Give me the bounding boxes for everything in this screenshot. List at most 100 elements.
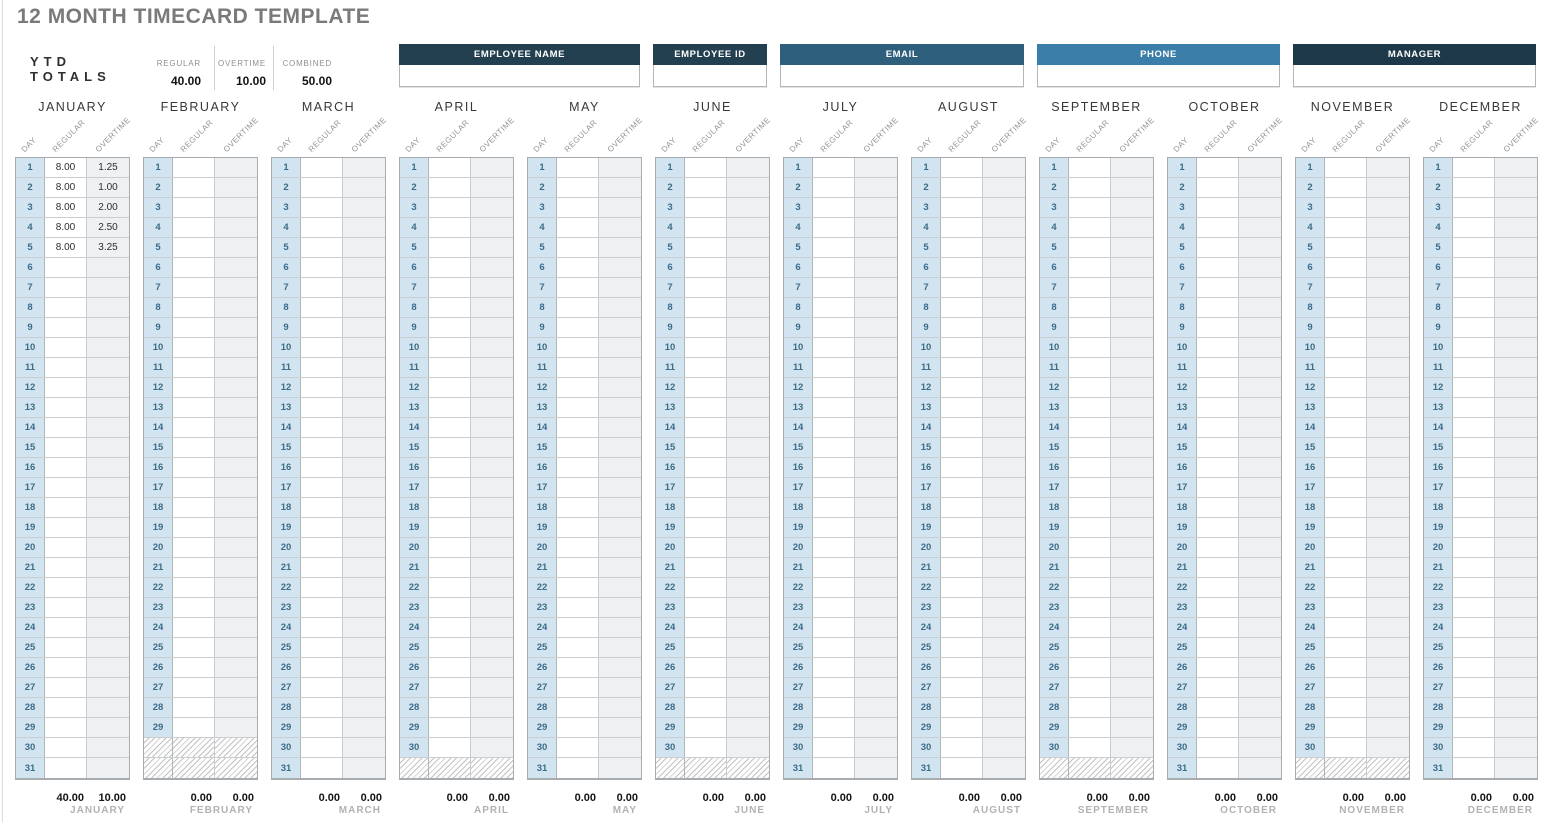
regular-hours-cell[interactable]: 8.00	[45, 158, 87, 177]
overtime-hours-cell[interactable]: 3.25	[87, 238, 129, 257]
overtime-hours-cell[interactable]	[87, 678, 129, 697]
regular-hours-cell[interactable]	[1453, 578, 1495, 597]
regular-hours-cell[interactable]	[301, 378, 343, 397]
regular-hours-cell[interactable]	[941, 158, 983, 177]
overtime-hours-cell[interactable]	[343, 338, 385, 357]
overtime-hours-cell[interactable]	[1239, 158, 1281, 177]
overtime-hours-cell[interactable]	[343, 678, 385, 697]
overtime-hours-cell[interactable]	[1239, 598, 1281, 617]
overtime-hours-cell[interactable]	[599, 278, 641, 297]
regular-hours-cell[interactable]	[1069, 158, 1111, 177]
regular-hours-cell[interactable]	[813, 458, 855, 477]
overtime-hours-cell[interactable]	[1367, 458, 1409, 477]
regular-hours-cell[interactable]	[685, 698, 727, 717]
regular-hours-cell[interactable]	[1069, 718, 1111, 737]
overtime-hours-cell[interactable]	[599, 358, 641, 377]
regular-hours-cell[interactable]	[557, 258, 599, 277]
overtime-hours-cell[interactable]	[599, 738, 641, 757]
regular-hours-cell[interactable]	[1197, 258, 1239, 277]
overtime-hours-cell[interactable]	[599, 398, 641, 417]
regular-hours-cell[interactable]	[173, 338, 215, 357]
overtime-hours-cell[interactable]	[87, 418, 129, 437]
regular-hours-cell[interactable]	[173, 658, 215, 677]
regular-hours-cell[interactable]	[685, 598, 727, 617]
overtime-hours-cell[interactable]	[471, 558, 513, 577]
overtime-hours-cell[interactable]: 2.00	[87, 198, 129, 217]
regular-hours-cell[interactable]	[557, 418, 599, 437]
overtime-hours-cell[interactable]	[983, 218, 1025, 237]
overtime-hours-cell[interactable]	[1495, 598, 1537, 617]
overtime-hours-cell[interactable]	[1239, 638, 1281, 657]
regular-hours-cell[interactable]	[45, 718, 87, 737]
regular-hours-cell[interactable]	[45, 278, 87, 297]
overtime-hours-cell[interactable]	[1239, 238, 1281, 257]
overtime-hours-cell[interactable]	[471, 598, 513, 617]
overtime-hours-cell[interactable]	[983, 438, 1025, 457]
overtime-hours-cell[interactable]	[1495, 698, 1537, 717]
overtime-hours-cell[interactable]	[983, 758, 1025, 778]
overtime-hours-cell[interactable]	[1239, 698, 1281, 717]
regular-hours-cell[interactable]	[301, 598, 343, 617]
overtime-hours-cell[interactable]	[471, 198, 513, 217]
regular-hours-cell[interactable]	[941, 198, 983, 217]
overtime-hours-cell[interactable]	[1495, 658, 1537, 677]
regular-hours-cell[interactable]	[301, 718, 343, 737]
overtime-hours-cell[interactable]	[87, 518, 129, 537]
regular-hours-cell[interactable]	[557, 638, 599, 657]
overtime-hours-cell[interactable]	[471, 378, 513, 397]
email-input[interactable]	[780, 65, 1024, 87]
overtime-hours-cell[interactable]	[1239, 358, 1281, 377]
regular-hours-cell[interactable]	[1325, 598, 1367, 617]
overtime-hours-cell[interactable]	[599, 638, 641, 657]
regular-hours-cell[interactable]	[1069, 658, 1111, 677]
regular-hours-cell[interactable]	[1069, 178, 1111, 197]
overtime-hours-cell[interactable]	[1111, 658, 1153, 677]
regular-hours-cell[interactable]	[429, 338, 471, 357]
overtime-hours-cell[interactable]	[343, 558, 385, 577]
manager-input[interactable]	[1293, 65, 1536, 87]
overtime-hours-cell[interactable]	[1239, 718, 1281, 737]
regular-hours-cell[interactable]	[941, 558, 983, 577]
regular-hours-cell[interactable]	[301, 478, 343, 497]
overtime-hours-cell[interactable]	[855, 238, 897, 257]
regular-hours-cell[interactable]	[1197, 658, 1239, 677]
regular-hours-cell[interactable]	[941, 598, 983, 617]
overtime-hours-cell[interactable]	[1111, 618, 1153, 637]
regular-hours-cell[interactable]	[941, 298, 983, 317]
regular-hours-cell[interactable]	[685, 658, 727, 677]
regular-hours-cell[interactable]	[1197, 718, 1239, 737]
overtime-hours-cell[interactable]	[727, 178, 769, 197]
regular-hours-cell[interactable]	[685, 178, 727, 197]
overtime-hours-cell[interactable]	[1367, 598, 1409, 617]
overtime-hours-cell[interactable]	[983, 738, 1025, 757]
regular-hours-cell[interactable]	[1453, 558, 1495, 577]
overtime-hours-cell[interactable]	[1367, 718, 1409, 737]
regular-hours-cell[interactable]	[429, 358, 471, 377]
overtime-hours-cell[interactable]	[87, 498, 129, 517]
regular-hours-cell[interactable]	[301, 198, 343, 217]
overtime-hours-cell[interactable]	[471, 458, 513, 477]
overtime-hours-cell[interactable]	[1495, 438, 1537, 457]
regular-hours-cell[interactable]	[941, 318, 983, 337]
regular-hours-cell[interactable]	[1197, 538, 1239, 557]
regular-hours-cell[interactable]	[1325, 538, 1367, 557]
overtime-hours-cell[interactable]	[983, 158, 1025, 177]
regular-hours-cell[interactable]	[301, 558, 343, 577]
overtime-hours-cell[interactable]	[1495, 558, 1537, 577]
regular-hours-cell[interactable]	[1069, 518, 1111, 537]
overtime-hours-cell[interactable]	[343, 358, 385, 377]
regular-hours-cell[interactable]	[1069, 578, 1111, 597]
regular-hours-cell[interactable]	[429, 658, 471, 677]
regular-hours-cell[interactable]	[1325, 618, 1367, 637]
regular-hours-cell[interactable]	[173, 498, 215, 517]
regular-hours-cell[interactable]	[1069, 558, 1111, 577]
regular-hours-cell[interactable]	[1453, 518, 1495, 537]
regular-hours-cell[interactable]	[813, 338, 855, 357]
regular-hours-cell[interactable]	[557, 538, 599, 557]
overtime-hours-cell[interactable]	[1111, 198, 1153, 217]
regular-hours-cell[interactable]	[1325, 378, 1367, 397]
overtime-hours-cell[interactable]	[471, 398, 513, 417]
regular-hours-cell[interactable]	[173, 318, 215, 337]
overtime-hours-cell[interactable]	[727, 398, 769, 417]
overtime-hours-cell[interactable]	[855, 298, 897, 317]
